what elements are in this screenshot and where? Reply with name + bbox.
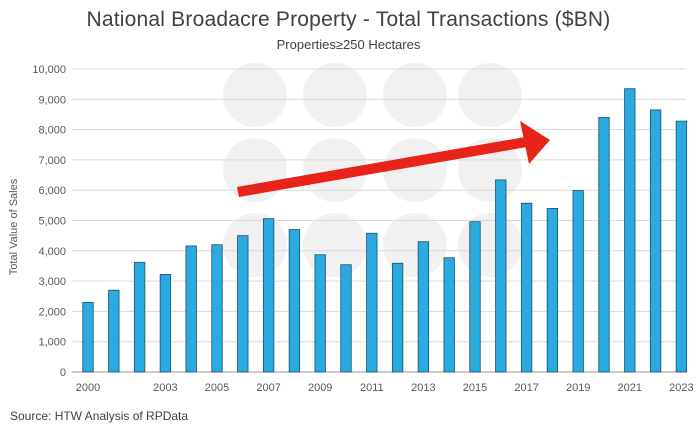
bar-2014	[443, 257, 455, 373]
y-tick-label: 2,000	[38, 306, 66, 318]
bar-2017	[520, 202, 533, 373]
y-tick-label: 3,000	[38, 276, 66, 288]
x-tick-label: 2005	[205, 382, 229, 394]
bars	[82, 88, 688, 373]
y-tick-label: 7,000	[38, 155, 66, 167]
y-tick-label: 8,000	[38, 125, 66, 137]
y-tick-label: 4,000	[38, 246, 66, 258]
trend-arrow	[237, 121, 550, 197]
y-tick-label: 1,000	[38, 337, 66, 349]
bar-2003	[159, 274, 172, 373]
x-tick-label: 2007	[256, 382, 280, 394]
x-tick-labels: 2000 2003 2005 2007 2009 2011 2013 2015 2017 2019…	[76, 382, 694, 394]
bar-2011	[366, 232, 378, 373]
bar-2021	[624, 88, 636, 373]
chart-subtitle: Properties≥250 Hectares	[276, 37, 421, 52]
x-tick-label: 2011	[360, 382, 384, 394]
bar-2010	[340, 264, 352, 373]
bar-2000	[82, 301, 94, 373]
bar-2004	[185, 245, 197, 373]
x-tick-label: 2000	[76, 382, 100, 394]
trend-arrow-shaft	[237, 137, 527, 197]
chart-title: National Broadacre Property - Total Tran…	[86, 8, 611, 31]
y-tick-label: 5,000	[38, 216, 66, 228]
bar-2006	[237, 235, 249, 373]
bar-2005	[211, 244, 223, 373]
bar-2008	[288, 229, 301, 373]
bar-2018	[546, 207, 559, 373]
bar-2016	[495, 179, 507, 373]
bar-2001	[108, 289, 120, 373]
y-tick-label: 6,000	[38, 185, 66, 197]
bar-2013	[417, 241, 430, 373]
x-tick-label: 2003	[153, 382, 177, 394]
y-tick-label: 9,000	[38, 94, 66, 106]
x-tick-label: 2019	[566, 382, 590, 394]
y-tick-labels: 0 1,000 2,000 3,000 4,000 5,000 6,000 7,000 8,00…	[32, 64, 66, 379]
bar-2022	[649, 109, 662, 373]
bar-2020	[598, 117, 610, 373]
x-tick-label: 2023	[669, 382, 693, 394]
bar-2015	[469, 221, 481, 373]
bar-2012	[391, 262, 404, 373]
y-tick-label: 10,000	[32, 64, 66, 76]
bar-2019	[572, 190, 584, 373]
bar-2023	[675, 120, 688, 373]
y-tick-label: 0	[60, 367, 66, 379]
x-tick-label: 2021	[618, 382, 642, 394]
y-axis-label: Total Value of Sales	[8, 178, 20, 275]
trend-arrow-head	[520, 121, 550, 164]
bar-2002	[133, 261, 146, 373]
source-note: Source: HTW Analysis of RPData	[10, 409, 189, 423]
x-tick-label: 2013	[411, 382, 435, 394]
x-tick-label: 2017	[514, 382, 538, 394]
bar-2007	[262, 218, 275, 373]
x-tick-label: 2009	[308, 382, 332, 394]
bar-2009	[314, 254, 326, 373]
x-tick-label: 2015	[463, 382, 487, 394]
